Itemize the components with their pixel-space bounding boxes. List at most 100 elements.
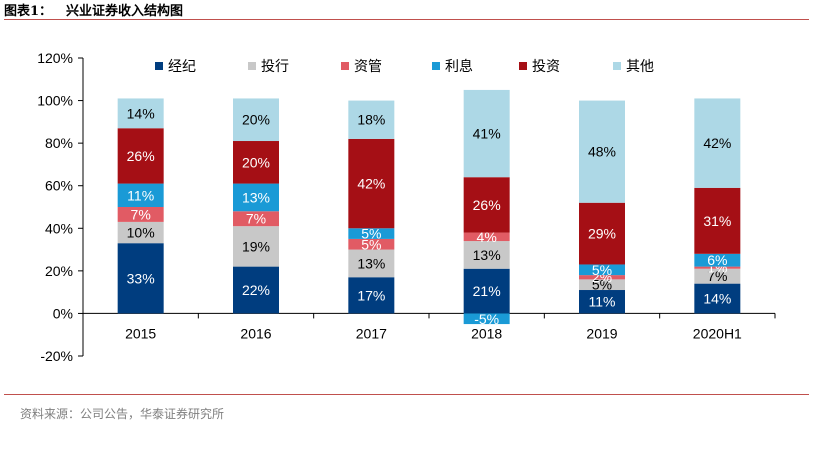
bar-segment	[233, 266, 279, 314]
data-label: 14%	[127, 105, 155, 121]
data-label: 26%	[127, 148, 155, 164]
bar-segment	[348, 238, 395, 250]
x-tick-label: 2017	[356, 325, 387, 341]
data-label: 18%	[357, 112, 385, 128]
data-label: 4%	[477, 229, 497, 245]
bar-segment	[233, 226, 279, 267]
bar-segment	[463, 268, 510, 314]
bar-segment	[117, 128, 164, 184]
bar-segment	[694, 253, 741, 267]
data-label: 22%	[242, 282, 270, 298]
figure-header: 图表1： 兴业证券收入结构图	[4, 0, 197, 20]
bar-segment	[579, 279, 625, 291]
y-tick-label: 20%	[45, 263, 73, 279]
y-tick-label: 100%	[37, 93, 73, 109]
bar-segment	[694, 266, 741, 269]
bar-segment	[694, 283, 741, 314]
legend-label: 利息	[445, 58, 473, 75]
data-label: -5%	[474, 311, 499, 327]
data-label: 42%	[357, 176, 385, 192]
bar-segment	[463, 89, 510, 178]
data-label: 17%	[357, 287, 385, 303]
data-label: 5%	[592, 277, 612, 293]
data-label: 13%	[242, 189, 270, 205]
top-divider	[4, 19, 809, 20]
bar-segment	[233, 183, 279, 212]
bar-segment	[463, 232, 510, 242]
data-label: 14%	[703, 291, 731, 307]
x-tick-label: 2018	[471, 325, 502, 341]
bar-segment	[233, 141, 279, 184]
bar-segment	[117, 207, 164, 222]
legend-swatch	[341, 62, 349, 70]
bar-segment	[579, 264, 625, 276]
data-label: 5%	[361, 236, 381, 252]
data-label: 26%	[473, 197, 501, 213]
bar-segment	[348, 228, 395, 239]
data-label: 13%	[357, 255, 385, 271]
bar-segment	[694, 98, 741, 188]
bar-segment	[117, 183, 164, 207]
bar-segment	[233, 211, 279, 227]
y-tick-label: -20%	[40, 348, 73, 364]
data-label: 13%	[473, 247, 501, 263]
legend-label: 投行	[261, 59, 289, 75]
data-label: 29%	[588, 226, 616, 242]
legend-label: 其他	[626, 59, 654, 75]
bar-segment	[117, 243, 164, 314]
y-tick-label: 40%	[45, 220, 73, 236]
data-label: 48%	[588, 144, 616, 160]
x-tick-label: 2016	[240, 325, 271, 341]
data-label: 5%	[361, 226, 381, 242]
bar-segment	[117, 98, 164, 129]
legend-label: 经纪	[168, 59, 196, 75]
bar-segment	[463, 313, 510, 325]
bar-segment	[348, 249, 395, 278]
y-tick-label: 80%	[45, 135, 73, 151]
x-tick-label: 2019	[586, 325, 617, 341]
bar-segment	[463, 177, 510, 233]
bar-segment	[348, 100, 395, 139]
bar-segment	[117, 221, 164, 244]
bar-segment	[694, 187, 741, 254]
data-label: 31%	[703, 213, 731, 229]
bar-segment	[348, 138, 395, 229]
data-label: 11%	[127, 187, 154, 203]
legend-swatch	[613, 62, 621, 70]
bar-segment	[694, 268, 741, 284]
data-label: 7%	[131, 206, 151, 222]
bar-segment	[463, 241, 510, 269]
legend-label: 资管	[354, 59, 382, 75]
legend-label: 投资	[532, 59, 560, 75]
bar-segment	[233, 98, 279, 142]
source-note: 资料来源：公司公告，华泰证券研究所	[20, 407, 225, 421]
figure-title: 兴业证券收入结构图	[66, 4, 184, 19]
y-tick-label: 120%	[37, 50, 73, 66]
data-label: 42%	[703, 135, 731, 151]
data-label: 7%	[707, 268, 727, 284]
data-label: 21%	[473, 283, 501, 299]
data-label: 41%	[473, 126, 501, 142]
data-label: 5%	[592, 262, 612, 278]
bar-segment	[579, 275, 625, 280]
bottom-divider	[4, 394, 809, 395]
legend-swatch	[248, 62, 256, 70]
bar-segment	[579, 290, 625, 314]
data-label: 20%	[242, 112, 270, 128]
x-tick-label: 2020H1	[693, 325, 742, 341]
data-label: 11%	[589, 294, 616, 310]
y-tick-label: 0%	[53, 305, 73, 321]
data-label: 7%	[246, 211, 266, 227]
legend-swatch	[432, 62, 440, 70]
data-label: 10%	[127, 225, 155, 241]
bar-segment	[348, 277, 395, 314]
legend-swatch	[519, 62, 527, 70]
data-label: 19%	[242, 238, 270, 254]
stacked-bar-chart: -20% 0% 20% 40% 60% 80% 100% 120% 33% 10% 7% 11% 26%…	[37, 50, 776, 364]
bar-segment	[579, 100, 625, 203]
x-tick-label: 2015	[125, 325, 156, 341]
data-label: 6%	[707, 252, 727, 268]
y-tick-label: 60%	[45, 178, 73, 194]
figure-label: 图表1：	[4, 4, 53, 19]
bar-segment	[579, 202, 625, 265]
